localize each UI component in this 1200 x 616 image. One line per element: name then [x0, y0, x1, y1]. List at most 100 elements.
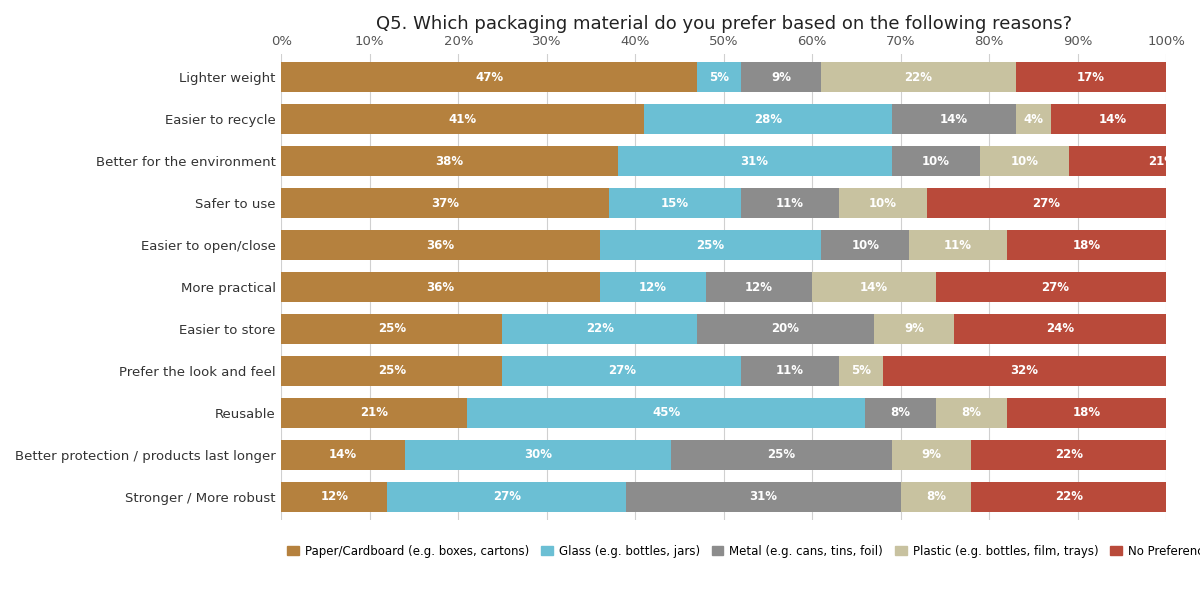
Bar	[892, 104, 1015, 134]
Bar	[972, 482, 1166, 512]
Text: 38%: 38%	[436, 155, 463, 168]
Bar	[883, 356, 1166, 386]
Bar	[626, 482, 901, 512]
Bar	[281, 314, 503, 344]
Text: 10%: 10%	[1010, 155, 1038, 168]
Bar	[892, 146, 980, 176]
Text: 36%: 36%	[426, 280, 455, 293]
Text: 31%: 31%	[750, 490, 778, 503]
Text: 25%: 25%	[767, 448, 796, 461]
Bar	[928, 188, 1166, 218]
Text: 9%: 9%	[772, 71, 791, 84]
Text: 8%: 8%	[890, 407, 911, 419]
Bar	[503, 356, 742, 386]
Text: 4%: 4%	[1024, 113, 1043, 126]
Text: 45%: 45%	[652, 407, 680, 419]
Bar	[281, 62, 697, 92]
Bar	[742, 62, 821, 92]
Bar	[281, 398, 467, 428]
Text: 12%: 12%	[745, 280, 773, 293]
Text: 11%: 11%	[944, 238, 972, 251]
Bar	[839, 356, 883, 386]
Bar	[742, 188, 839, 218]
Bar	[972, 440, 1166, 470]
Bar	[281, 104, 644, 134]
Text: 14%: 14%	[940, 113, 967, 126]
Bar	[936, 398, 1007, 428]
Text: 5%: 5%	[709, 71, 730, 84]
Text: 18%: 18%	[1073, 407, 1100, 419]
Bar	[671, 440, 892, 470]
Text: 18%: 18%	[1073, 238, 1100, 251]
Text: 12%: 12%	[638, 280, 667, 293]
Text: 30%: 30%	[524, 448, 552, 461]
Text: 10%: 10%	[922, 155, 950, 168]
Text: 24%: 24%	[1046, 323, 1074, 336]
Text: 14%: 14%	[860, 280, 888, 293]
Text: 31%: 31%	[740, 155, 769, 168]
Bar	[503, 314, 697, 344]
Text: 28%: 28%	[754, 113, 782, 126]
Bar	[706, 272, 812, 302]
Bar	[839, 188, 928, 218]
Text: 27%: 27%	[1033, 197, 1061, 209]
Bar	[281, 146, 618, 176]
Text: 37%: 37%	[431, 197, 458, 209]
Bar	[1015, 104, 1051, 134]
Bar	[1007, 398, 1166, 428]
Bar	[281, 272, 600, 302]
Bar	[388, 482, 626, 512]
Text: 25%: 25%	[696, 238, 725, 251]
Bar	[281, 230, 600, 260]
Text: 21%: 21%	[360, 407, 389, 419]
Text: 5%: 5%	[851, 365, 871, 378]
Bar	[910, 230, 1007, 260]
Bar	[281, 356, 503, 386]
Bar	[821, 62, 1015, 92]
Text: 17%: 17%	[1076, 71, 1105, 84]
Text: 9%: 9%	[922, 448, 942, 461]
Text: 12%: 12%	[320, 490, 348, 503]
Text: 41%: 41%	[449, 113, 476, 126]
Text: 32%: 32%	[1010, 365, 1038, 378]
Bar	[1069, 146, 1200, 176]
Text: 20%: 20%	[772, 323, 799, 336]
Bar	[618, 146, 892, 176]
Bar	[1051, 104, 1175, 134]
Bar	[697, 314, 874, 344]
Bar	[874, 314, 954, 344]
Title: Q5. Which packaging material do you prefer based on the following reasons?: Q5. Which packaging material do you pref…	[376, 15, 1072, 33]
Bar	[281, 482, 388, 512]
Text: 47%: 47%	[475, 71, 503, 84]
Bar	[1007, 230, 1166, 260]
Text: 11%: 11%	[776, 365, 804, 378]
Bar	[600, 230, 821, 260]
Text: 22%: 22%	[1055, 490, 1082, 503]
Bar	[697, 62, 742, 92]
Text: 22%: 22%	[586, 323, 614, 336]
Text: 27%: 27%	[608, 365, 636, 378]
Text: 10%: 10%	[869, 197, 896, 209]
Text: 8%: 8%	[926, 490, 946, 503]
Text: 10%: 10%	[851, 238, 880, 251]
Bar	[892, 440, 972, 470]
Text: 14%: 14%	[1099, 113, 1127, 126]
Bar	[406, 440, 671, 470]
Bar	[1015, 62, 1166, 92]
Text: 21%: 21%	[1147, 155, 1176, 168]
Text: 14%: 14%	[329, 448, 358, 461]
Bar	[980, 146, 1069, 176]
Bar	[644, 104, 892, 134]
Text: 27%: 27%	[493, 490, 521, 503]
Text: 11%: 11%	[776, 197, 804, 209]
Bar	[281, 188, 608, 218]
Text: 22%: 22%	[905, 71, 932, 84]
Bar	[281, 440, 406, 470]
Bar	[742, 356, 839, 386]
Text: 27%: 27%	[1042, 280, 1069, 293]
Bar	[901, 482, 972, 512]
Text: 9%: 9%	[904, 323, 924, 336]
Text: 36%: 36%	[426, 238, 455, 251]
Legend: Paper/Cardboard (e.g. boxes, cartons), Glass (e.g. bottles, jars), Metal (e.g. c: Paper/Cardboard (e.g. boxes, cartons), G…	[287, 545, 1200, 557]
Bar	[865, 398, 936, 428]
